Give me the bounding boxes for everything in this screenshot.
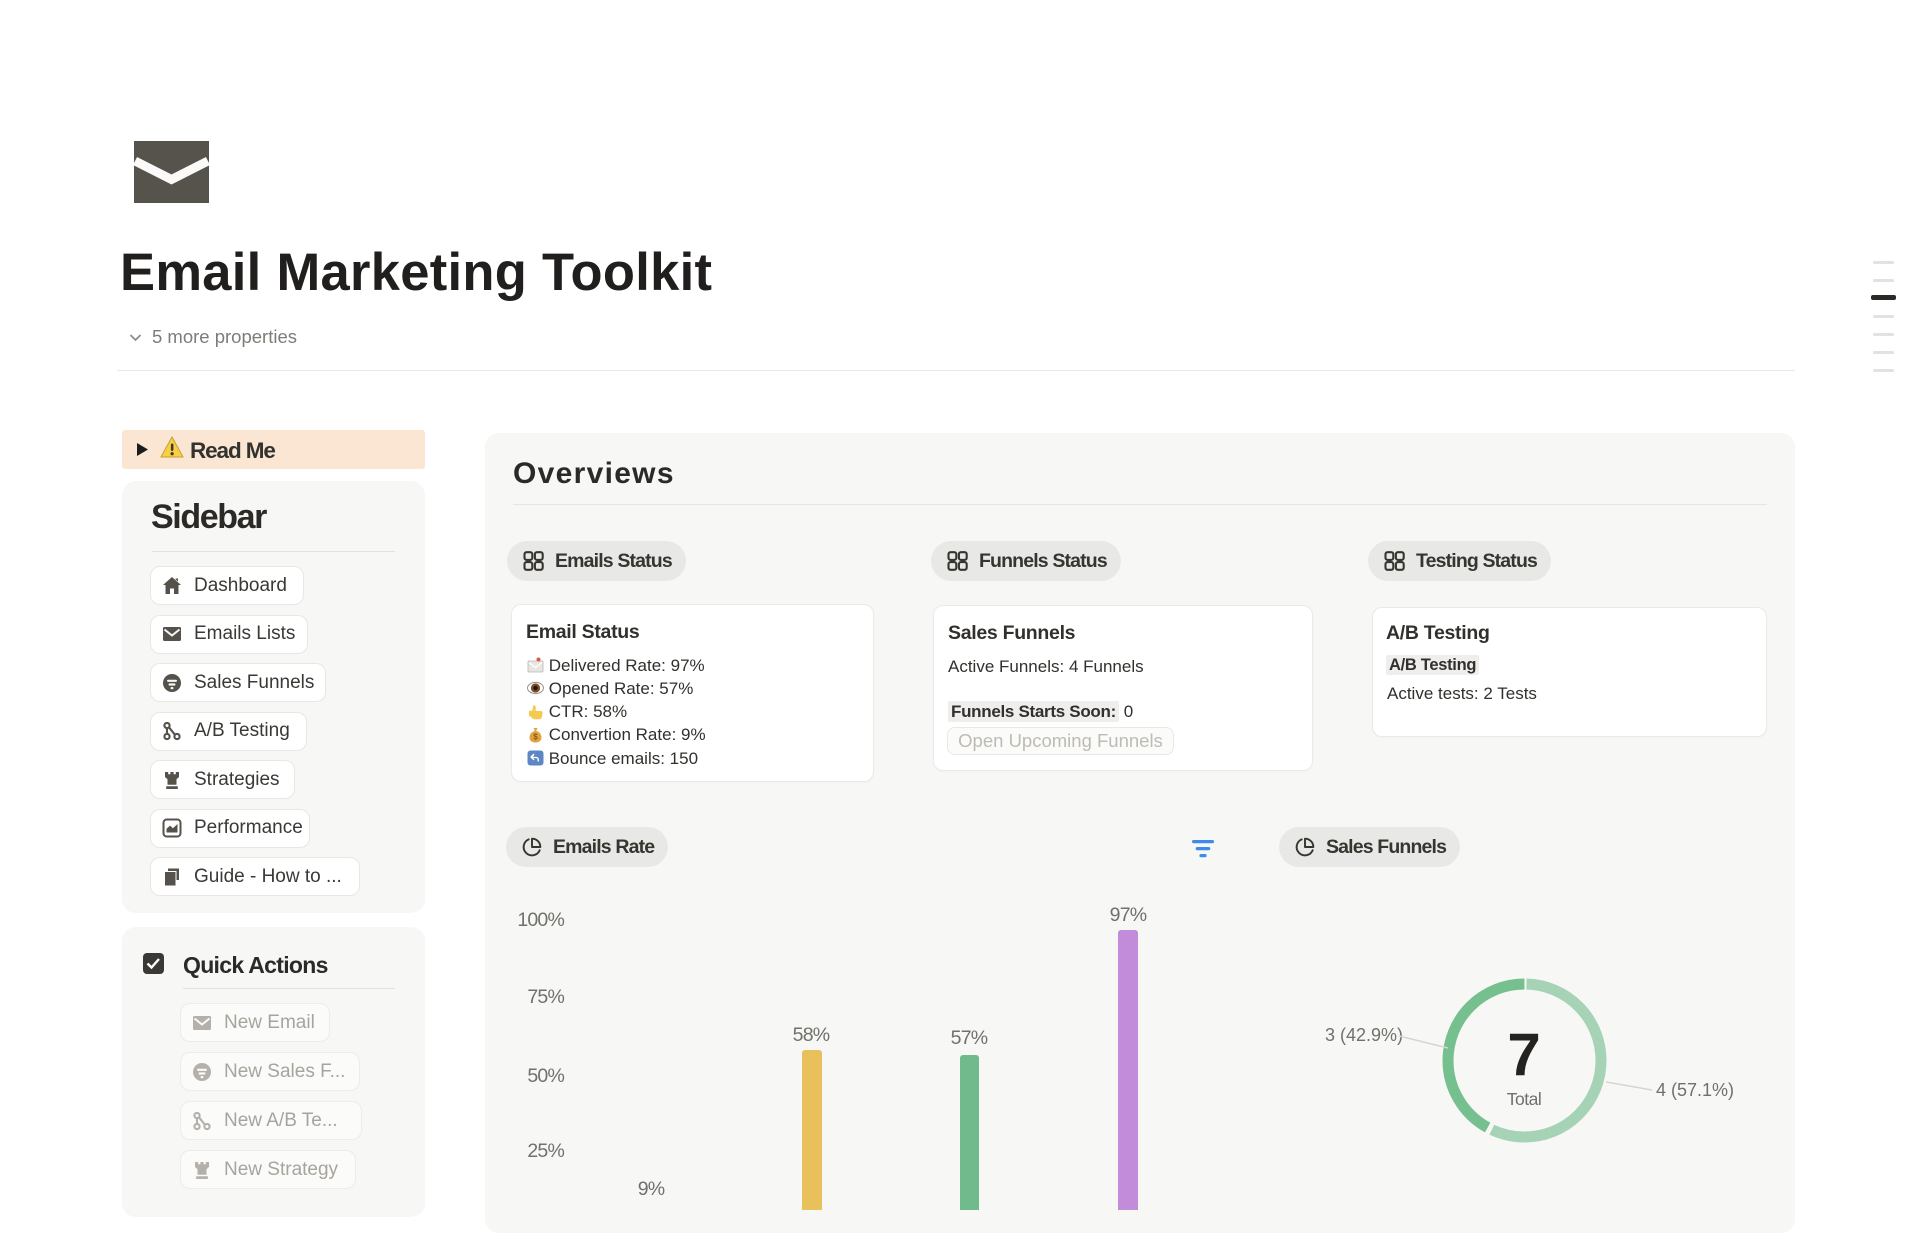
svg-text:$: $ xyxy=(533,732,538,741)
